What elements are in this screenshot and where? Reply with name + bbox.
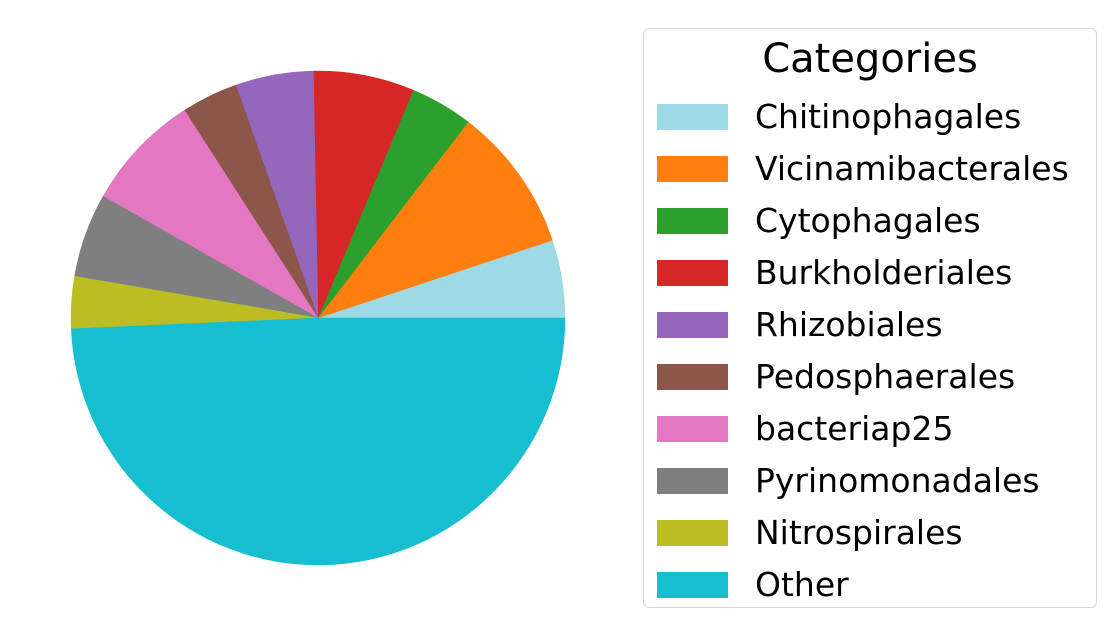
pie-slice [102,109,319,319]
legend-swatch [657,208,728,234]
legend-entry: Vicinamibacterales [657,143,1096,195]
legend-label: Pedosphaerales [755,357,1016,396]
legend-swatch [657,468,728,494]
legend-entry: Burkholderiales [657,247,1096,299]
legend-swatch [657,364,728,390]
legend-entry: Cytophagales [657,195,1096,247]
legend-label: Other [755,565,849,604]
legend-label: Nitrospirales [755,513,963,552]
legend-title: Categories [762,36,978,82]
legend-swatch [657,312,728,338]
legend-label: Pyrinomonadales [755,461,1040,500]
legend-swatch [657,416,728,442]
pie-slice [70,317,566,566]
legend-label: Burkholderiales [755,253,1013,292]
pie-slice [317,121,553,319]
legend-swatch [657,572,728,598]
legend-label: bacteriap25 [755,409,954,448]
pie-slices [70,70,566,566]
legend-entry: Chitinophagales [657,91,1096,143]
legend-swatch [657,104,728,130]
legend-label: Cytophagales [755,201,981,240]
legend-items: Chitinophagales Vicinamibacterales Cytopha… [657,91,1096,611]
legend-label: Chitinophagales [755,97,1022,136]
legend-swatch [657,156,728,182]
legend-entry: Rhizobiales [657,299,1096,351]
legend-label: Rhizobiales [755,305,943,344]
legend-entry: Nitrospirales [657,507,1096,559]
legend-entry: Other [657,559,1096,611]
legend-entry: Pyrinomonadales [657,455,1096,507]
legend-swatch [657,260,728,286]
legend-entry: bacteriap25 [657,403,1096,455]
legend: Categories Chitinophagales Vicinamibacter… [643,28,1097,608]
legend-swatch [657,520,728,546]
legend-entry: Pedosphaerales [657,351,1096,403]
legend-label: Vicinamibacterales [755,149,1069,188]
